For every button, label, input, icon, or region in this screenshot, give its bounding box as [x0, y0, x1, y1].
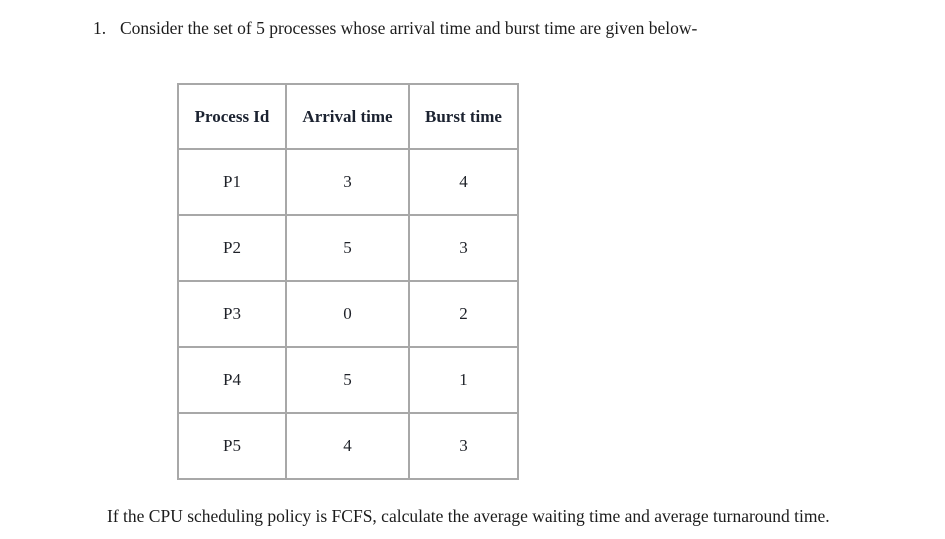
- cell-burst-time: 3: [408, 412, 519, 480]
- cell-arrival-time: 5: [285, 346, 410, 414]
- table-row: P4 5 1: [177, 346, 519, 414]
- header-process-id: Process Id: [177, 83, 287, 150]
- cell-process-id: P5: [177, 412, 287, 480]
- cell-process-id: P3: [177, 280, 287, 348]
- cell-process-id: P1: [177, 148, 287, 216]
- question-number: 1.: [93, 18, 107, 38]
- process-table: Process Id Arrival time Burst time P1 3 …: [177, 83, 519, 480]
- question-line: 1. Consider the set of 5 processes whose …: [93, 18, 697, 39]
- cell-burst-time: 2: [408, 280, 519, 348]
- cell-process-id: P2: [177, 214, 287, 282]
- table-row: P2 5 3: [177, 214, 519, 282]
- cell-burst-time: 4: [408, 148, 519, 216]
- table-row: P3 0 2: [177, 280, 519, 348]
- table-row: P1 3 4: [177, 148, 519, 216]
- question-text: Consider the set of 5 processes whose ar…: [120, 18, 698, 38]
- cell-burst-time: 3: [408, 214, 519, 282]
- cell-arrival-time: 3: [285, 148, 410, 216]
- table-header-row: Process Id Arrival time Burst time: [177, 83, 519, 150]
- cell-burst-time: 1: [408, 346, 519, 414]
- header-burst-time: Burst time: [408, 83, 519, 150]
- cell-process-id: P4: [177, 346, 287, 414]
- cell-arrival-time: 0: [285, 280, 410, 348]
- header-arrival-time: Arrival time: [285, 83, 410, 150]
- footer-question: If the CPU scheduling policy is FCFS, ca…: [107, 506, 830, 526]
- cell-arrival-time: 4: [285, 412, 410, 480]
- cell-arrival-time: 5: [285, 214, 410, 282]
- table-row: P5 4 3: [177, 412, 519, 480]
